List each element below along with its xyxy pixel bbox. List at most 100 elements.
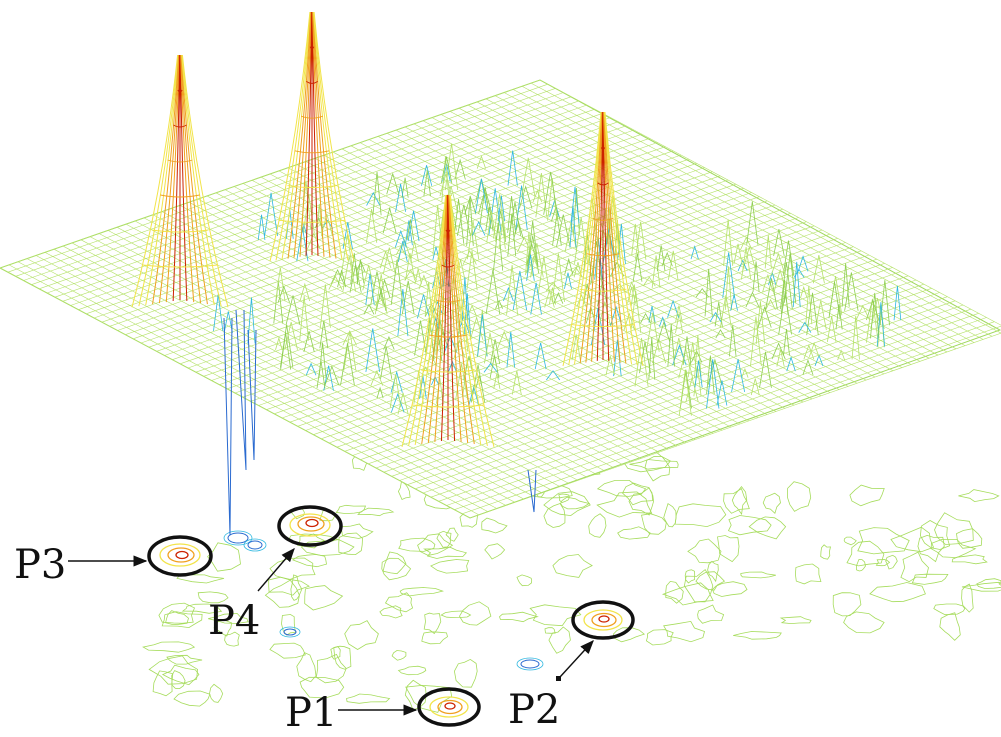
noise-spike — [477, 314, 488, 357]
noise-spike — [512, 270, 528, 311]
contour-line — [727, 515, 772, 536]
p1-marker — [417, 687, 481, 727]
contour-line — [846, 540, 885, 567]
peak-line — [449, 194, 488, 447]
noise-spike — [485, 206, 494, 232]
peak-line — [568, 111, 602, 366]
contour-line — [930, 539, 977, 559]
noise-spike — [627, 287, 637, 304]
peak-line — [145, 54, 179, 306]
peak-line — [604, 111, 644, 367]
contour-line — [857, 527, 910, 555]
noise-spike — [534, 342, 547, 370]
noise-spike — [782, 240, 795, 276]
noise-spike — [407, 210, 420, 242]
peak-ring — [294, 150, 330, 154]
noise-spike — [634, 337, 649, 387]
peak-ring — [173, 124, 187, 128]
contour-map — [142, 445, 1001, 713]
contour-line — [794, 563, 822, 585]
contour-line — [300, 539, 355, 556]
peak-ring — [600, 147, 606, 150]
contour-line — [417, 533, 454, 556]
contour-line — [951, 554, 988, 565]
mesh-line — [458, 107, 930, 359]
contour-line — [849, 484, 885, 507]
contour-line — [176, 574, 225, 584]
noise-spike — [648, 337, 656, 380]
contour-line — [344, 620, 379, 650]
noise-spike — [441, 156, 450, 202]
noise-spike — [496, 330, 512, 350]
contour-line — [665, 580, 684, 604]
noise-spike — [438, 331, 448, 346]
noise-spike — [841, 263, 850, 307]
noise-spike — [779, 262, 793, 310]
noise-spike — [722, 252, 735, 298]
noise-spike — [548, 287, 557, 305]
contour-line — [748, 516, 787, 540]
noise-spike — [489, 355, 500, 379]
peak-line — [165, 54, 180, 303]
contour-line — [697, 604, 725, 624]
noise-spike — [837, 349, 846, 361]
noise-spike — [404, 220, 413, 246]
contour-line — [161, 611, 203, 629]
contour-line — [731, 485, 748, 516]
noise-spike — [303, 331, 315, 353]
noise-spike — [483, 362, 498, 373]
noise-spike — [780, 279, 789, 314]
contour-line — [181, 603, 223, 614]
peak-line — [591, 111, 603, 362]
mesh-line — [469, 332, 1001, 519]
noise-spike — [632, 253, 643, 282]
p2-arrow-dot — [556, 676, 561, 681]
dip-spike — [527, 469, 537, 513]
noise-spike — [535, 173, 548, 218]
contour-line — [430, 559, 470, 574]
noise-spike — [493, 373, 501, 389]
noise-spike — [773, 229, 785, 257]
peak-ring — [160, 194, 200, 198]
contour-line — [207, 542, 241, 572]
mesh-line — [446, 317, 987, 506]
contour-line — [398, 537, 436, 552]
noise-spike — [648, 306, 656, 323]
noise-spike — [372, 171, 382, 216]
noise-spike — [444, 334, 457, 353]
noise-spike — [413, 370, 424, 404]
contour-line — [440, 610, 472, 619]
contour-line — [843, 536, 857, 546]
p4-label: P4 — [208, 598, 260, 644]
noise-spike — [690, 245, 699, 260]
peak-line — [313, 11, 355, 262]
peak-ring — [445, 229, 451, 233]
peak-line — [603, 111, 627, 364]
peak-line — [313, 11, 343, 260]
noise-spike — [447, 360, 458, 373]
noise-spike — [661, 251, 673, 267]
contour-dip — [283, 628, 297, 636]
noise-spike — [390, 370, 403, 393]
peak-line — [305, 11, 313, 256]
mesh-line — [430, 308, 971, 498]
contour-line — [712, 581, 748, 597]
contour-line — [399, 587, 444, 597]
noise-spike — [365, 328, 381, 372]
noise-spike — [521, 157, 536, 198]
noise-spike — [363, 303, 375, 315]
peak-line — [448, 194, 475, 445]
noise-spike — [404, 269, 418, 281]
noise-spike — [476, 155, 487, 169]
noise-spike — [893, 285, 902, 321]
noise-spike — [526, 220, 539, 267]
contour-line — [832, 592, 862, 617]
noise-spike — [382, 206, 397, 234]
noise-spike — [478, 187, 493, 214]
noise-spike — [709, 311, 722, 323]
mesh-line — [512, 89, 984, 340]
noise-spike — [299, 296, 310, 341]
noise-spike — [546, 370, 561, 381]
noise-spike — [503, 286, 514, 302]
peak-line — [131, 54, 179, 308]
